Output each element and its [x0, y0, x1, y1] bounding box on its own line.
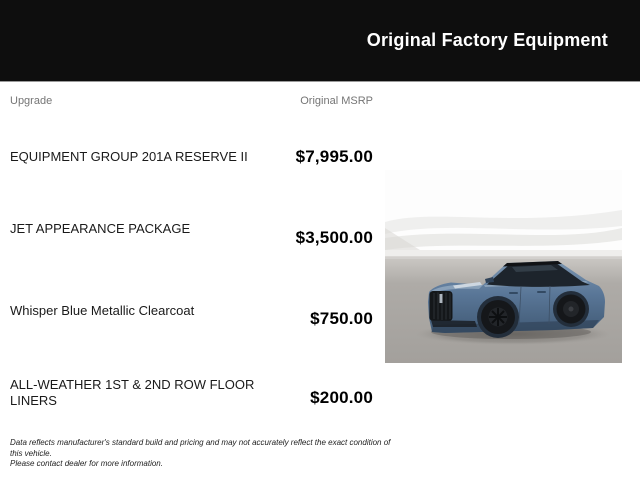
column-header-msrp: Original MSRP [300, 95, 373, 107]
vehicle-photo [385, 170, 622, 363]
row-label: ALL-WEATHER 1ST & 2ND ROW FLOOR LINERS [10, 377, 255, 408]
row-label: JET APPEARANCE PACKAGE [10, 221, 191, 236]
disclaimer: Data reflects manufacturer's standard bu… [10, 438, 400, 470]
row-label: Whisper Blue Metallic Clearcoat [10, 303, 195, 318]
vehicle-photo-illustration [385, 170, 622, 363]
row-price: $750.00 [310, 309, 373, 328]
header-bar: Original Factory Equipment [0, 0, 640, 82]
row-price: $200.00 [310, 388, 373, 407]
column-header-upgrade: Upgrade [10, 95, 53, 107]
disclaimer-line-2: Please contact dealer for more informati… [10, 459, 163, 468]
row-price: $3,500.00 [295, 228, 373, 247]
disclaimer-line-1: Data reflects manufacturer's standard bu… [10, 438, 391, 458]
row-price: $7,995.00 [295, 147, 373, 166]
page-title: Original Factory Equipment [366, 30, 608, 50]
row-label: EQUIPMENT GROUP 201A RESERVE II [10, 149, 248, 164]
